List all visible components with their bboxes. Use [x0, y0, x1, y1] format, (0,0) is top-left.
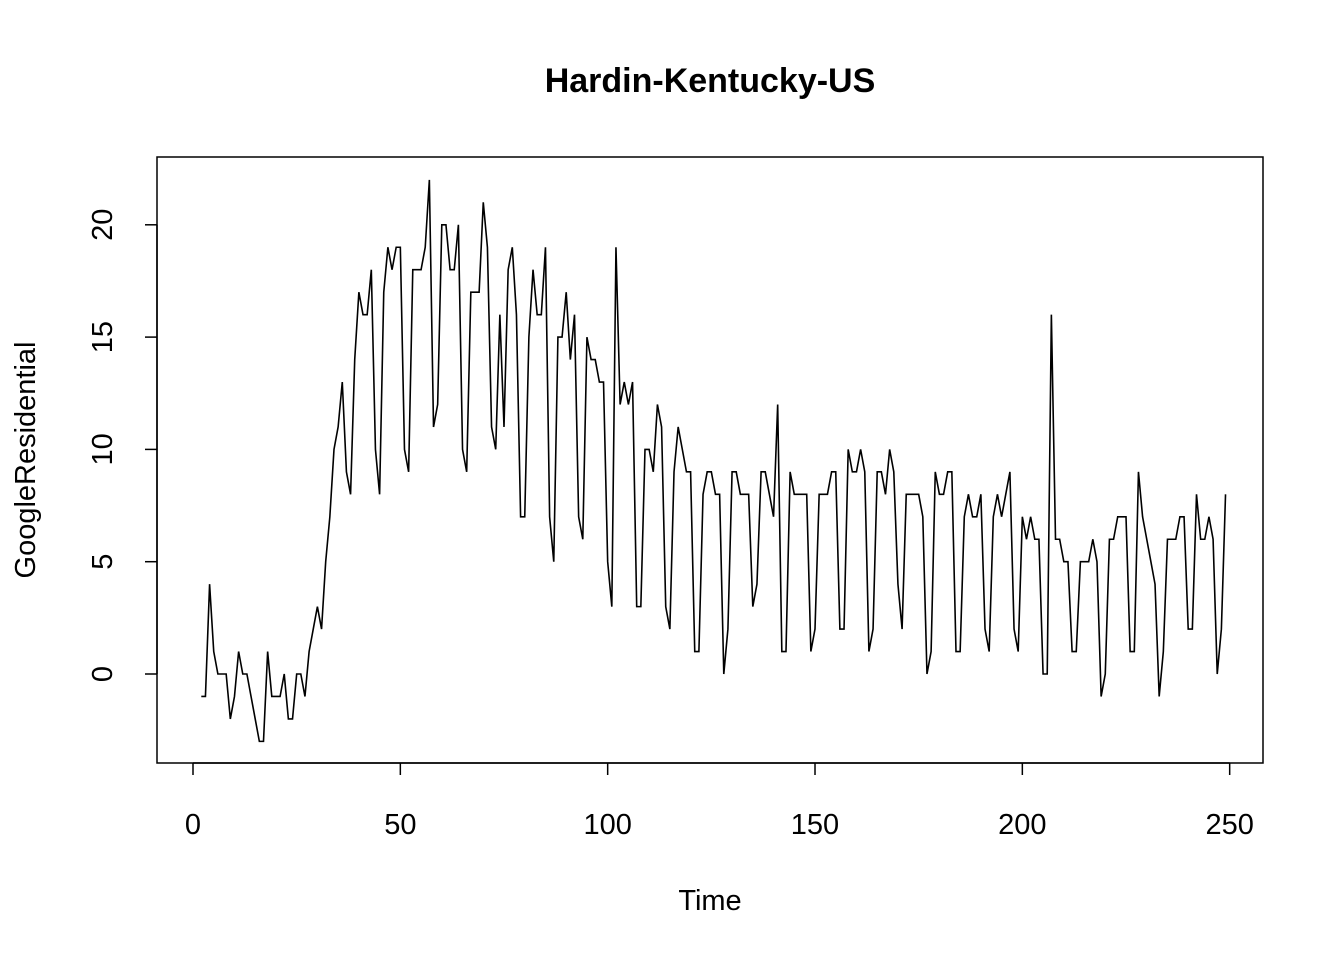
- series-layer: [201, 179, 1227, 743]
- series-line: [201, 179, 1227, 743]
- x-tick-label: 100: [583, 809, 631, 841]
- y-axis: 0 5 10 15 20: [87, 209, 158, 682]
- y-tick-label: 5: [87, 554, 119, 570]
- y-tick-label: 0: [87, 666, 119, 682]
- plot-frame: [156, 156, 1264, 764]
- chart-title: Hardin-Kentucky-US: [545, 62, 876, 100]
- y-tick-label: 10: [87, 433, 119, 465]
- y-tick-label: 15: [87, 321, 119, 353]
- x-axis: 0 50 100 150 200 250: [185, 762, 1254, 841]
- x-tick-label: 0: [185, 809, 201, 841]
- x-tick-label: 50: [384, 809, 416, 841]
- y-tick-label: 20: [87, 209, 119, 241]
- y-axis-title: GoogleResidential: [10, 342, 42, 579]
- x-axis-title: Time: [678, 885, 741, 917]
- x-tick-label: 200: [998, 809, 1046, 841]
- x-tick-label: 250: [1205, 809, 1253, 841]
- x-tick-label: 150: [791, 809, 839, 841]
